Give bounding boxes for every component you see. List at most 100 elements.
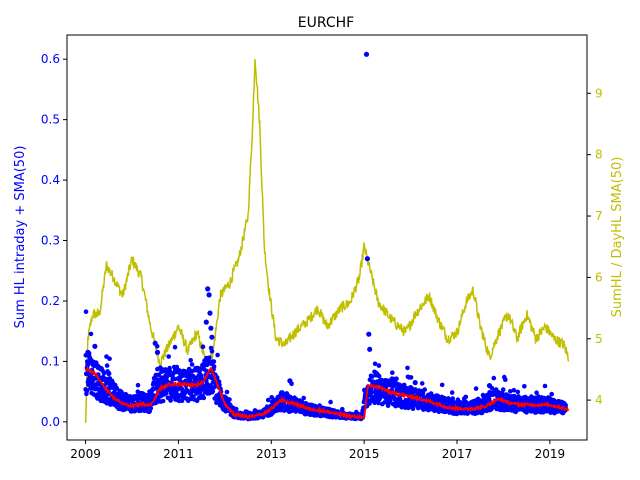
y-left-tick-label: 0.3 [41, 234, 60, 248]
scatter-point [542, 383, 548, 389]
scatter-point [522, 384, 527, 389]
y-left-tick-label: 0.4 [41, 173, 60, 187]
y-right-tick-label: 6 [595, 270, 603, 284]
scatter-point [422, 387, 428, 392]
scatter-point [563, 403, 568, 408]
scatter-point [203, 368, 209, 374]
scatter-point [208, 325, 214, 331]
x-axis: 2009 2011 2013 2015 2017 2019 [70, 440, 565, 461]
x-tick-label: 2019 [535, 447, 566, 461]
scatter-point [160, 398, 166, 404]
scatter-point [211, 364, 217, 369]
x-tick-label: 2013 [256, 447, 287, 461]
y-axis-left: 0.0 0.1 0.2 0.3 0.4 0.5 0.6 [41, 52, 67, 429]
scatter-point [172, 344, 178, 350]
scatter-point [372, 361, 378, 367]
y-axis-right-label: SumHL / DayHL SMA(50) [610, 157, 625, 318]
scatter-point [152, 340, 158, 346]
scatter-point [515, 389, 521, 395]
scatter-point [92, 343, 98, 349]
scatter-point [419, 381, 425, 386]
scatter-point [367, 346, 373, 352]
y-right-tick-label: 8 [595, 148, 603, 162]
scatter-point [491, 375, 497, 381]
scatter-point [224, 389, 230, 395]
scatter-point [486, 383, 493, 389]
y-axis-right: 4 5 6 7 8 9 [587, 86, 603, 407]
scatter-point [156, 372, 161, 378]
scatter-point [209, 334, 215, 340]
scatter-point [463, 399, 469, 405]
x-tick-label: 2009 [70, 447, 101, 461]
scatter-point [205, 286, 211, 292]
scatter-point [287, 378, 293, 384]
scatter-point [135, 382, 141, 388]
scatter-point [379, 377, 385, 383]
x-tick-label: 2015 [349, 447, 380, 461]
y-left-tick-label: 0.1 [41, 354, 60, 368]
scatter-point [201, 395, 207, 401]
scatter-point [203, 319, 209, 325]
plot-frame [66, 34, 588, 441]
y-left-tick-label: 0.2 [41, 294, 60, 308]
scatter-point [473, 386, 479, 391]
ratio-line [84, 59, 570, 423]
scatter-point [500, 387, 506, 392]
scatter-point [107, 356, 112, 362]
scatter-point [124, 392, 129, 398]
x-tick-label: 2011 [163, 447, 194, 461]
scatter-point [390, 370, 395, 376]
scatter-point [207, 355, 212, 361]
scatter-point [188, 358, 193, 363]
scatter-point [168, 398, 173, 403]
plot-area [83, 51, 570, 423]
y-right-tick-label: 7 [595, 209, 603, 223]
scatter-point [410, 406, 416, 412]
scatter-point [167, 365, 172, 371]
scatter-point [376, 400, 381, 406]
scatter-point [85, 349, 91, 355]
scatter-point [328, 399, 333, 405]
chart-title: EURCHF [298, 15, 354, 31]
scatter-point [227, 397, 232, 402]
scatter-point [376, 363, 382, 368]
y-left-tick-label: 0.0 [41, 415, 60, 429]
scatter-series [83, 51, 569, 422]
scatter-point [301, 395, 307, 401]
y-right-tick-label: 4 [595, 393, 603, 407]
ratio-series [84, 59, 570, 423]
scatter-point [148, 405, 154, 411]
y-axis-left-label: Sum HL intraday + SMA(50) [13, 146, 28, 329]
y-right-tick-label: 5 [595, 332, 603, 346]
scatter-point [204, 362, 210, 368]
scatter-point [364, 256, 370, 262]
scatter-point [210, 388, 216, 394]
scatter-point [363, 51, 370, 57]
scatter-point [387, 398, 393, 404]
scatter-point [265, 397, 271, 403]
scatter-point [215, 352, 220, 358]
scatter-point [549, 391, 554, 397]
scatter-point [211, 359, 217, 364]
scatter-point [209, 348, 215, 354]
scatter-point [420, 390, 426, 396]
scatter-point [376, 373, 382, 379]
scatter-point [189, 362, 195, 367]
scatter-point [154, 349, 161, 355]
scatter-point [394, 376, 399, 382]
scatter-point [508, 389, 513, 394]
scatter-point [84, 388, 90, 394]
y-left-tick-label: 0.5 [41, 113, 60, 127]
scatter-point [166, 354, 171, 359]
sma-series [84, 365, 570, 421]
scatter-point [412, 380, 418, 386]
scatter-point [172, 376, 177, 382]
scatter-point [439, 382, 445, 388]
scatter-point [104, 363, 110, 368]
sma-line [84, 365, 570, 421]
scatter-point [366, 331, 372, 337]
scatter-point [83, 309, 89, 315]
x-tick-label: 2017 [442, 447, 473, 461]
y-left-tick-label: 0.6 [41, 52, 60, 66]
